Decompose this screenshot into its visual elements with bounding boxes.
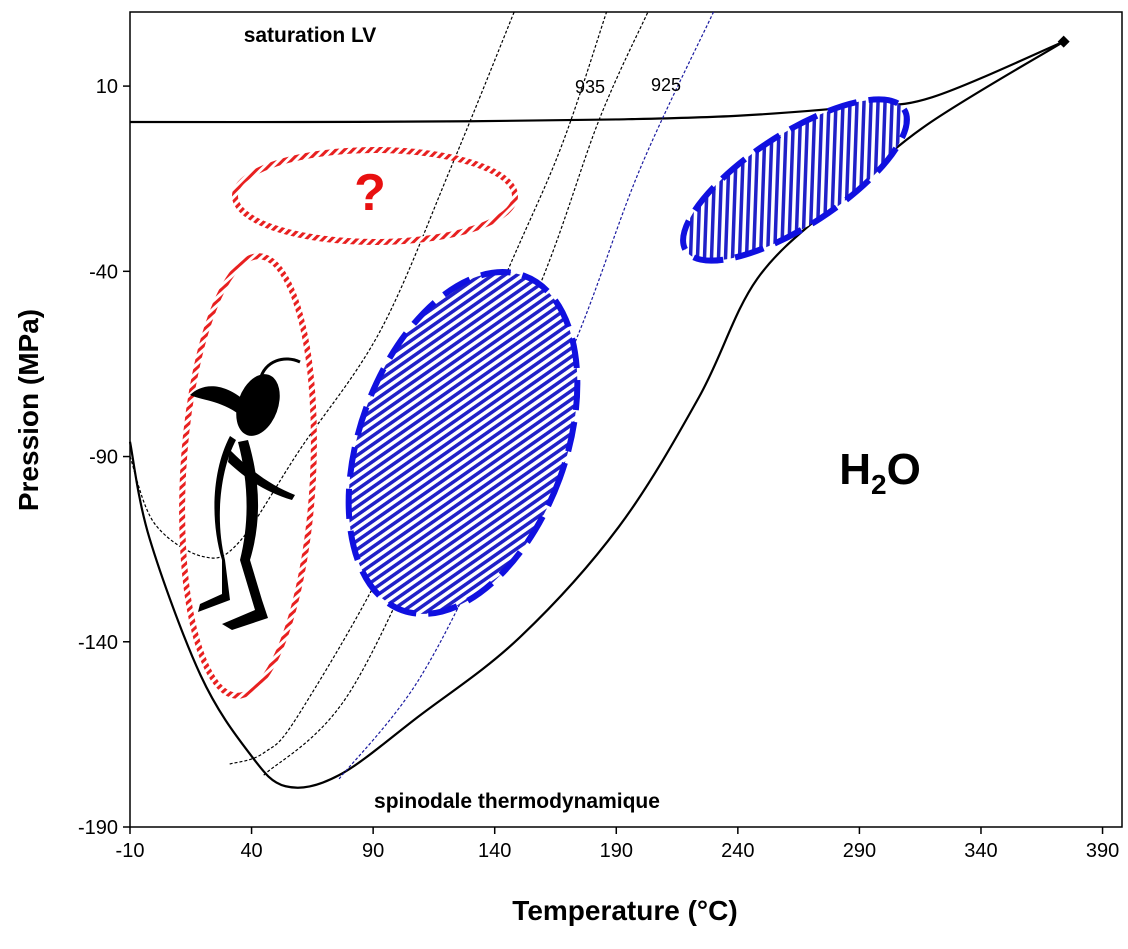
x-tick-label: 190 xyxy=(600,840,633,862)
x-tick-label: 340 xyxy=(964,840,997,862)
plot-area: -10 40 90 140 190 240 290 340 390 -190 -140 -90 -40 1… xyxy=(78,11,1123,862)
h2o-label: H2O xyxy=(839,445,921,500)
plot-frame xyxy=(129,11,1123,828)
x-tick-label: 240 xyxy=(721,840,754,862)
blue-region xyxy=(345,269,581,617)
x-tick-label: 140 xyxy=(478,840,511,862)
y-tick-label: -140 xyxy=(78,632,118,654)
question-mark: ? xyxy=(354,164,386,222)
annotation: saturation LV xyxy=(244,24,377,47)
y-tick-label: 10 xyxy=(96,76,118,98)
series-line xyxy=(263,11,649,776)
end-marker xyxy=(1057,35,1070,48)
x-tick-label: 290 xyxy=(843,840,876,862)
annotation: spinodale thermodynamique xyxy=(374,790,660,813)
y-tick-label: -40 xyxy=(89,261,118,283)
red-region xyxy=(179,253,317,699)
x-tick-label: -10 xyxy=(116,840,145,862)
x-axis-title: Temperature (°C) xyxy=(512,895,737,926)
annotation: 925 xyxy=(651,75,681,95)
x-tick-label: 90 xyxy=(362,840,384,862)
x-tick-label: 390 xyxy=(1086,840,1119,862)
series-line xyxy=(129,40,1065,124)
series-line xyxy=(338,11,715,780)
annotation: 935 xyxy=(575,77,605,97)
h2o-part: H xyxy=(839,445,871,494)
figure-icon xyxy=(190,357,301,630)
series-line xyxy=(129,11,515,559)
y-tick-label: -90 xyxy=(89,447,118,469)
x-tick-label: 40 xyxy=(240,840,262,862)
red-region xyxy=(232,147,518,245)
blue-region xyxy=(680,96,910,264)
h2o-part: O xyxy=(887,445,921,494)
y-axis-title: Pression (MPa) xyxy=(13,309,44,511)
y-tick-label: -190 xyxy=(78,817,118,839)
h2o-sub: 2 xyxy=(871,469,887,500)
